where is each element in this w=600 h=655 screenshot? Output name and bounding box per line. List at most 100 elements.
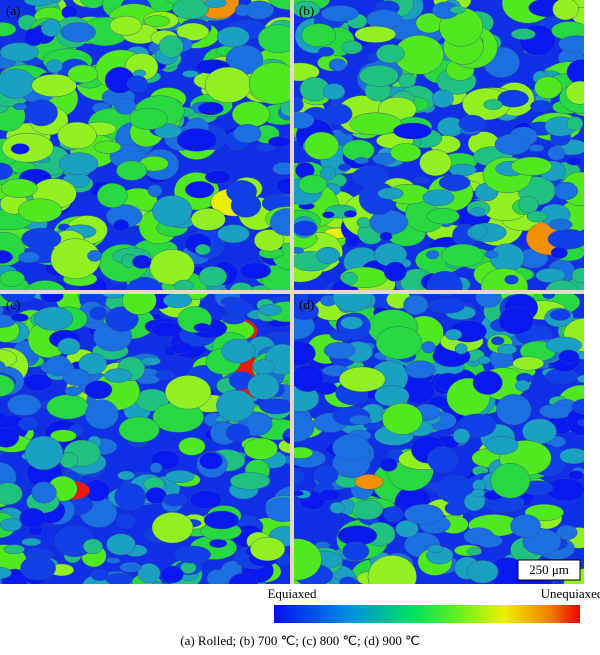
grain (198, 101, 224, 116)
grain (438, 174, 471, 191)
grain (476, 534, 503, 548)
grain (155, 370, 175, 380)
grain (515, 379, 531, 392)
grain (0, 566, 12, 580)
grain (382, 402, 423, 435)
grain (466, 547, 482, 556)
grain (294, 411, 315, 443)
grain (129, 107, 168, 130)
panel-label: (c) (6, 297, 20, 312)
grain (354, 474, 384, 490)
grain (178, 437, 206, 456)
grain (268, 136, 290, 147)
grain (40, 19, 61, 37)
grain (1, 178, 38, 198)
grain (83, 538, 103, 555)
grain (294, 220, 318, 237)
grain (160, 583, 171, 584)
grain (151, 511, 194, 544)
grain (0, 482, 23, 505)
grain (466, 560, 499, 584)
grain (512, 356, 545, 371)
grain (216, 389, 255, 422)
grain (341, 40, 363, 55)
grain (439, 294, 453, 297)
grain (549, 309, 571, 321)
grain (60, 22, 96, 43)
grain (566, 59, 584, 85)
grain (126, 75, 148, 92)
grain (328, 58, 347, 72)
grain (221, 313, 246, 325)
grain (78, 352, 108, 375)
grain (478, 356, 491, 365)
caption: (a) Rolled; (b) 700 ℃; (c) 800 ℃; (d) 90… (180, 633, 419, 648)
grain (554, 181, 578, 201)
grain (332, 294, 372, 312)
grain (79, 0, 106, 9)
grain (329, 501, 346, 514)
grain (163, 294, 193, 309)
grain (18, 251, 40, 263)
grain (174, 279, 194, 290)
grain (441, 243, 485, 268)
grain (321, 5, 359, 22)
grain (471, 488, 486, 498)
grain (147, 184, 163, 198)
grain (104, 368, 132, 383)
grain (0, 360, 6, 373)
grain (0, 270, 26, 287)
grain (40, 294, 64, 303)
grain (294, 467, 304, 485)
grain (352, 499, 384, 520)
grain (0, 42, 39, 62)
grain (404, 504, 444, 525)
grain (203, 0, 227, 8)
grain (234, 4, 251, 17)
grain (34, 306, 74, 331)
colorbar-min-label: Equiaxed (267, 586, 317, 601)
grain (230, 193, 262, 218)
grain (265, 497, 290, 522)
grain (379, 231, 393, 241)
grain (164, 375, 212, 410)
grain (185, 181, 215, 199)
grain (252, 359, 275, 375)
grain (283, 428, 290, 438)
grain (301, 23, 336, 48)
grain (377, 187, 404, 200)
grain (46, 394, 90, 420)
grain (23, 0, 55, 7)
grain (154, 123, 182, 139)
grain (160, 565, 184, 584)
grain (216, 26, 250, 48)
grain (217, 224, 250, 244)
scale-bar-box (517, 559, 581, 581)
grain (571, 398, 584, 415)
grain (535, 268, 566, 283)
grain (248, 62, 290, 105)
grain (109, 15, 142, 36)
grain (0, 518, 22, 532)
grain (66, 585, 81, 591)
grain (151, 321, 182, 338)
grain (67, 64, 98, 84)
grain (102, 294, 125, 299)
grain (20, 555, 56, 581)
grain (10, 143, 30, 155)
grain (149, 249, 195, 285)
grain (558, 349, 579, 364)
grain (158, 35, 184, 58)
grain (390, 143, 422, 163)
grain (204, 66, 252, 103)
grain (496, 394, 532, 426)
grain (530, 100, 552, 112)
grain (452, 428, 471, 444)
grain (472, 370, 503, 395)
grain (319, 489, 340, 501)
grain (89, 306, 108, 321)
grain (137, 563, 161, 584)
grain (231, 101, 270, 128)
grain (189, 490, 222, 509)
grain (431, 89, 454, 108)
